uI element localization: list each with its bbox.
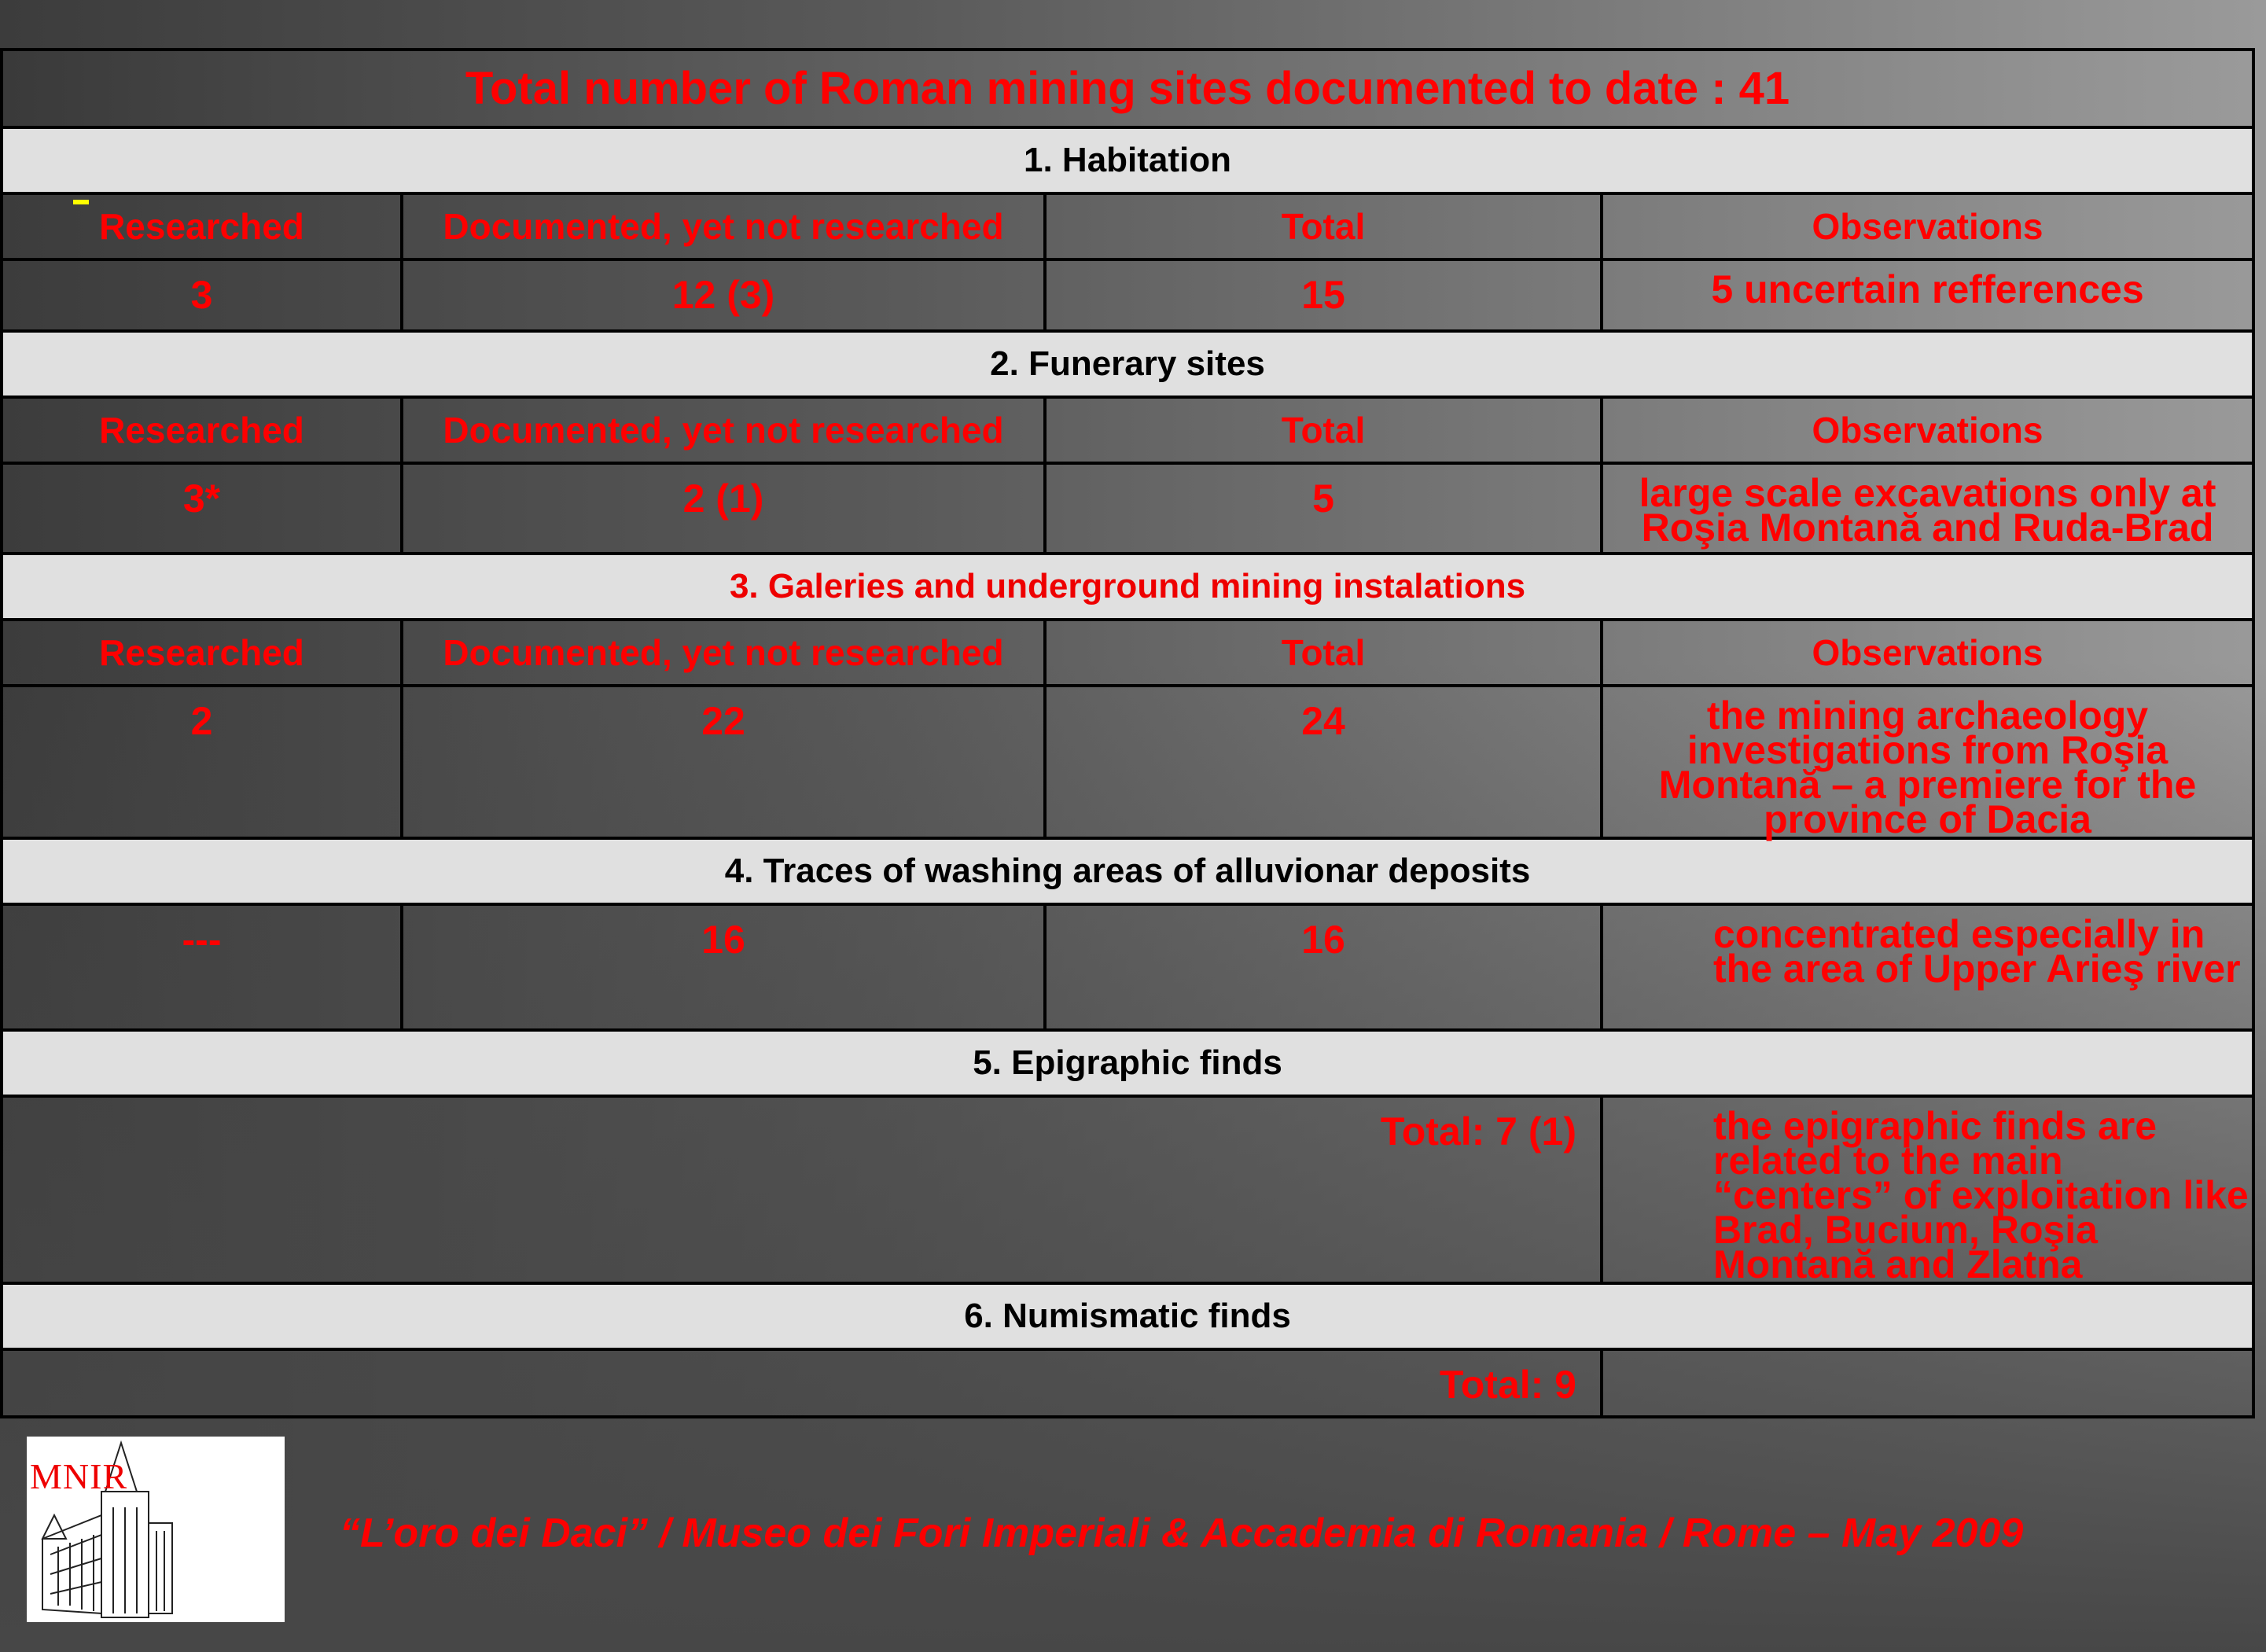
col-researched: Researched xyxy=(0,618,403,687)
section-heading-washing: 4. Traces of washing areas of alluvionar… xyxy=(0,837,2256,906)
cell-observation: concentrated especially in the area of U… xyxy=(1599,903,2256,1032)
col-observations: Observations xyxy=(1599,618,2256,687)
cell-observation: the mining archaeology investigations fr… xyxy=(1599,684,2256,840)
cell-observation: 5 uncertain refferences xyxy=(1599,258,2256,333)
cell-observation xyxy=(1599,1348,2256,1418)
col-total: Total xyxy=(1043,618,1603,687)
col-researched: Researched xyxy=(0,396,403,465)
summary-table: Total number of Roman mining sites docum… xyxy=(0,48,2256,1418)
cell-total: 5 xyxy=(1043,462,1603,555)
section-heading-funerary: 2. Funerary sites xyxy=(0,329,2256,399)
cell-total: 24 xyxy=(1043,684,1603,840)
section-heading-numismatic: 6. Numismatic finds xyxy=(0,1282,2256,1351)
cell-researched: 3* xyxy=(0,462,403,555)
cell-total: 15 xyxy=(1043,258,1603,333)
cell-researched: 3 xyxy=(0,258,403,333)
section-heading-habitation: 1. Habitation xyxy=(0,126,2256,195)
footer-credit: “L’oro dei Daci” / Museo dei Fori Imperi… xyxy=(340,1510,2024,1556)
cell-documented: 16 xyxy=(400,903,1047,1032)
col-documented: Documented, yet not researched xyxy=(400,192,1047,261)
cell-numismatic-total: Total: 9 xyxy=(0,1348,1603,1418)
cell-documented: 2 (1) xyxy=(400,462,1047,555)
section-heading-galeries: 3. Galeries and underground mining insta… xyxy=(0,552,2256,621)
cell-total: 16 xyxy=(1043,903,1603,1032)
cell-documented: 12 (3) xyxy=(400,258,1047,333)
logo-text: MNIR xyxy=(30,1456,128,1496)
col-total: Total xyxy=(1043,396,1603,465)
cell-researched: 2 xyxy=(0,684,403,840)
mnir-logo: MNIR xyxy=(27,1437,285,1622)
col-researched: Researched xyxy=(0,192,403,261)
cell-observation: large scale excavations only at Roşia Mo… xyxy=(1599,462,2256,555)
cell-epigraphic-total: Total: 7 (1) xyxy=(0,1095,1603,1285)
col-observations: Observations xyxy=(1599,396,2256,465)
section-heading-epigraphic: 5. Epigraphic finds xyxy=(0,1028,2256,1098)
cell-observation: the epigraphic finds are related to the … xyxy=(1599,1095,2256,1285)
highlight-marker xyxy=(73,200,89,204)
cell-documented: 22 xyxy=(400,684,1047,840)
cell-researched: --- xyxy=(0,903,403,1032)
col-documented: Documented, yet not researched xyxy=(400,396,1047,465)
museum-building-icon xyxy=(41,1440,173,1618)
col-total: Total xyxy=(1043,192,1603,261)
col-observations: Observations xyxy=(1599,192,2256,261)
col-documented: Documented, yet not researched xyxy=(400,618,1047,687)
table-title: Total number of Roman mining sites docum… xyxy=(0,48,2256,129)
